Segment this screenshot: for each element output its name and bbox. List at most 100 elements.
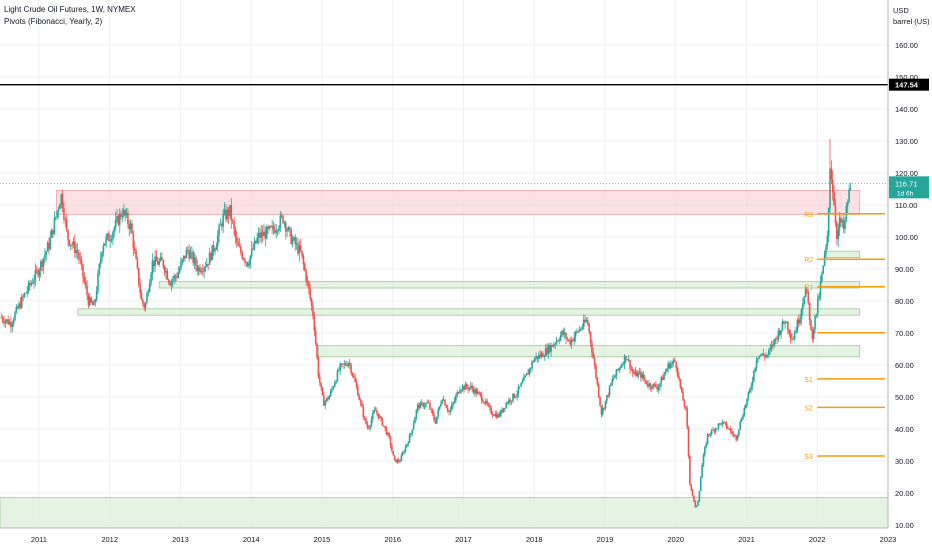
- candle-up: [474, 389, 476, 394]
- candle-up: [223, 209, 226, 214]
- candle-up: [704, 447, 706, 455]
- candle-down: [391, 445, 393, 452]
- candle-up: [180, 262, 182, 269]
- candle-up: [450, 404, 453, 410]
- candle-up: [146, 293, 148, 304]
- candle-up: [15, 306, 18, 313]
- indicator-legend[interactable]: Pivots (Fibonacci, Yearly, 2): [4, 17, 103, 26]
- candle-up: [710, 429, 713, 435]
- candle-up: [144, 303, 147, 308]
- candle-up: [758, 355, 761, 359]
- candle-up: [520, 383, 522, 387]
- candle-down: [305, 270, 307, 282]
- candle-down: [22, 296, 24, 298]
- candle-up: [717, 423, 720, 429]
- candle-down: [317, 357, 320, 377]
- candle-down: [79, 258, 82, 261]
- candle-down: [596, 377, 599, 385]
- candle-down: [52, 229, 54, 234]
- candle-down: [607, 395, 610, 396]
- candle-down: [65, 219, 68, 230]
- candle-up: [97, 273, 99, 292]
- candle-up: [211, 245, 214, 261]
- axis-unit[interactable]: barrel (US): [893, 17, 930, 26]
- candle-down: [64, 219, 67, 221]
- candle-down: [233, 221, 235, 229]
- candle-down: [495, 413, 498, 418]
- candle-down: [725, 423, 728, 428]
- candle-up: [606, 395, 608, 401]
- pivot-label-r2: R2: [804, 257, 813, 264]
- candle-up: [464, 384, 467, 390]
- candle-up: [329, 390, 332, 397]
- candle-up: [339, 363, 341, 371]
- candle-up: [60, 194, 63, 205]
- candle-up: [818, 295, 820, 299]
- candle-down: [297, 243, 299, 254]
- candle-up: [614, 375, 616, 378]
- candle-down: [41, 261, 43, 267]
- candle-down: [80, 260, 83, 265]
- support-zone: [77, 308, 861, 316]
- candle-down: [255, 240, 257, 243]
- candle-up: [265, 226, 268, 239]
- candle-down: [633, 372, 635, 375]
- candle-down: [532, 361, 535, 363]
- pivot-label-s2: S2: [804, 405, 813, 412]
- candle-up: [105, 236, 107, 244]
- candle-up: [523, 376, 525, 381]
- candle-down: [86, 285, 88, 296]
- candle-down: [16, 306, 19, 309]
- candle-up: [113, 227, 116, 233]
- candle-down: [352, 375, 355, 378]
- candle-up: [456, 392, 458, 396]
- support-zone: [158, 281, 861, 289]
- candle-down: [363, 417, 366, 419]
- price-tag-bg: [889, 176, 929, 199]
- candle-up: [819, 281, 822, 296]
- candle-down: [0, 316, 3, 318]
- candle-up: [578, 328, 581, 332]
- candle-up: [40, 261, 42, 271]
- candle-up: [695, 505, 698, 507]
- candle-down: [157, 261, 159, 265]
- candle-down: [807, 292, 810, 303]
- x-tick-label: 2020: [667, 535, 684, 544]
- candle-up: [206, 263, 208, 267]
- candle-down: [680, 387, 683, 392]
- candle-up: [20, 296, 23, 308]
- candle-down: [128, 223, 131, 230]
- candle-up: [154, 256, 156, 267]
- candle-down: [584, 319, 586, 322]
- candle-down: [431, 409, 434, 415]
- candle-down: [241, 252, 244, 259]
- candle-up: [663, 374, 665, 380]
- candle-up: [670, 363, 672, 369]
- candle-down: [433, 414, 435, 421]
- candle-up: [158, 260, 161, 265]
- candle-up: [618, 368, 620, 371]
- candle-up: [664, 371, 667, 375]
- candle-up: [499, 410, 502, 417]
- candle-down: [421, 402, 423, 404]
- candle-up: [659, 383, 661, 388]
- candle-up: [291, 239, 294, 244]
- candle-down: [252, 248, 254, 250]
- candle-up: [660, 377, 663, 384]
- candle-up: [412, 423, 415, 430]
- candle-up: [508, 399, 510, 404]
- candle-up: [208, 252, 211, 265]
- candle-up: [601, 407, 604, 415]
- candle-up: [42, 258, 45, 267]
- candle-down: [29, 282, 31, 286]
- y-tick-label: 100.00: [895, 233, 918, 242]
- candle-down: [76, 250, 79, 253]
- candle-down: [135, 250, 137, 259]
- candle-down: [836, 222, 838, 240]
- candle-up: [702, 454, 705, 466]
- axis-currency[interactable]: USD: [893, 6, 909, 15]
- candle-up: [784, 323, 786, 325]
- candle-up: [373, 410, 375, 414]
- candle-up: [748, 389, 751, 393]
